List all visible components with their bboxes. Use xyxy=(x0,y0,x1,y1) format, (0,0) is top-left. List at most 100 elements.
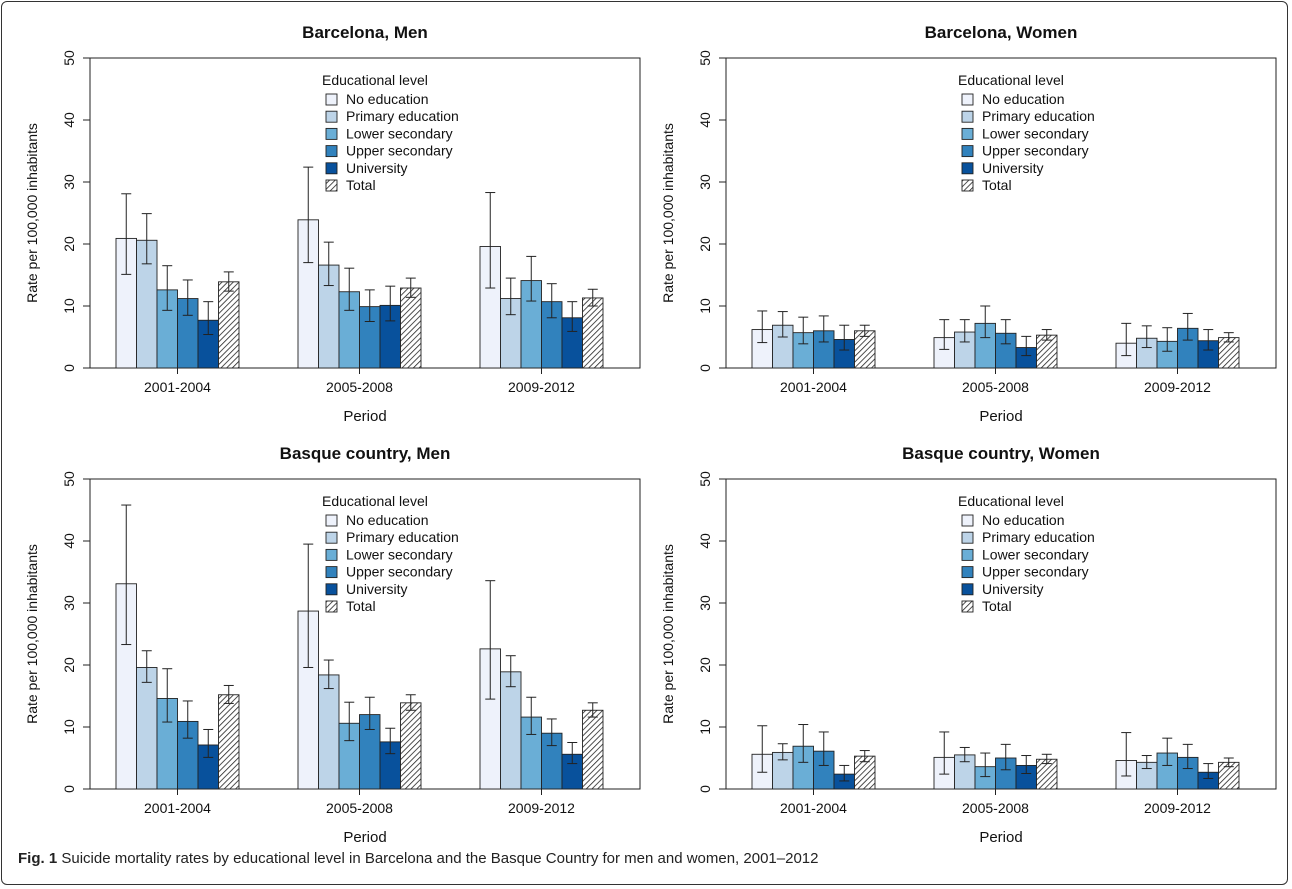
legend-swatch-primary-education xyxy=(961,531,974,544)
chart-panel-4: Basque country, Women 0 10 20 30 40 50 Rate per… xyxy=(660,444,1277,846)
legend-label-upper-secondary: Upper secondary xyxy=(982,143,1089,159)
x-axis-label: Period xyxy=(343,408,386,425)
legend-title: Educational level xyxy=(322,493,428,509)
legend-label-primary-education: Primary education xyxy=(982,529,1095,545)
legend-label-university: University xyxy=(346,160,407,176)
legend-swatch-total xyxy=(961,179,974,192)
legend-swatch-upper-secondary xyxy=(961,145,974,158)
y-tick-label: 10 xyxy=(697,298,713,314)
legend-label-lower-secondary: Lower secondary xyxy=(982,125,1089,141)
y-tick-label: 10 xyxy=(697,719,713,735)
legend-swatch-upper-secondary xyxy=(325,145,338,158)
y-tick-label: 30 xyxy=(61,174,77,190)
bar-total-2005-2008 xyxy=(400,287,422,369)
legend-label-total: Total xyxy=(346,177,376,193)
legend-swatch-lower-secondary xyxy=(325,548,338,561)
bar-total-2005-2008 xyxy=(400,702,422,790)
y-tick-label: 30 xyxy=(61,595,77,611)
bar-primary-education-2001-2004 xyxy=(136,667,158,790)
y-tick-label: 0 xyxy=(61,785,77,793)
legend-swatch-no-education xyxy=(961,93,974,106)
y-tick-label: 30 xyxy=(697,174,713,190)
legend-swatch-total xyxy=(325,179,338,192)
y-tick-label: 20 xyxy=(61,657,77,673)
legend-label-no-education: No education xyxy=(982,512,1065,528)
legend-swatch-primary-education xyxy=(325,531,338,544)
legend-swatch-no-education xyxy=(325,93,338,106)
legend-swatch-total xyxy=(961,600,974,613)
legend-swatch-university xyxy=(961,162,974,175)
legend-title: Educational level xyxy=(958,72,1064,88)
legend-swatch-no-education xyxy=(961,514,974,527)
legend-label-university: University xyxy=(982,581,1043,597)
y-tick-label: 50 xyxy=(697,471,713,487)
x-tick-label: 2001-2004 xyxy=(780,800,847,816)
legend-label-upper-secondary: Upper secondary xyxy=(346,564,453,580)
legend-swatch-lower-secondary xyxy=(325,127,338,140)
legend-label-lower-secondary: Lower secondary xyxy=(346,546,453,562)
legend-label-total: Total xyxy=(982,177,1012,193)
x-tick-label: 2009-2012 xyxy=(508,800,575,816)
x-tick-label: 2009-2012 xyxy=(1144,800,1211,816)
bar-total-2001-2004 xyxy=(218,694,240,790)
x-tick-label: 2001-2004 xyxy=(144,379,211,395)
chart-panel-2: Barcelona, Women 0 10 20 30 40 50 Rate per 100,… xyxy=(660,23,1277,425)
y-tick-label: 10 xyxy=(61,298,77,314)
y-tick-label: 0 xyxy=(697,364,713,372)
x-tick-label: 2001-2004 xyxy=(144,800,211,816)
legend-label-upper-secondary: Upper secondary xyxy=(982,564,1089,580)
y-tick-label: 30 xyxy=(697,595,713,611)
y-axis-label: Rate per 100,000 inhabitants xyxy=(660,123,676,303)
legend-label-upper-secondary: Upper secondary xyxy=(346,143,453,159)
legend-label-lower-secondary: Lower secondary xyxy=(982,546,1089,562)
legend-title: Educational level xyxy=(322,72,428,88)
legend-label-no-education: No education xyxy=(982,91,1065,107)
legend-title: Educational level xyxy=(958,493,1064,509)
legend-label-no-education: No education xyxy=(346,91,429,107)
chart-title: Basque country, Women xyxy=(902,444,1100,463)
chart-panel-3: Basque country, Men 0 10 20 30 40 50 Rate per 1… xyxy=(24,444,641,846)
legend-swatch-total xyxy=(325,600,338,613)
caption-text: Suicide mortality rates by educational l… xyxy=(61,850,819,867)
legend-label-university: University xyxy=(982,160,1043,176)
y-tick-label: 40 xyxy=(697,112,713,128)
legend-label-lower-secondary: Lower secondary xyxy=(346,125,453,141)
x-axis-label: Period xyxy=(979,408,1022,425)
legend-swatch-primary-education xyxy=(961,110,974,123)
y-axis-label: Rate per 100,000 inhabitants xyxy=(24,544,40,724)
y-tick-label: 20 xyxy=(697,236,713,252)
y-axis-label: Rate per 100,000 inhabitants xyxy=(660,544,676,724)
chart-title: Barcelona, Women xyxy=(925,23,1078,42)
y-tick-label: 20 xyxy=(697,657,713,673)
legend-label-total: Total xyxy=(346,598,376,614)
chart-title: Barcelona, Men xyxy=(302,23,428,42)
x-tick-label: 2001-2004 xyxy=(780,379,847,395)
legend-label-primary-education: Primary education xyxy=(346,529,459,545)
chart-title: Basque country, Men xyxy=(280,444,451,463)
legend-swatch-university xyxy=(961,583,974,596)
caption-label: Fig. 1 xyxy=(18,850,58,867)
bar-primary-education-2009-2012 xyxy=(500,671,522,790)
x-tick-label: 2005-2008 xyxy=(962,379,1029,395)
y-tick-label: 50 xyxy=(61,471,77,487)
y-tick-label: 40 xyxy=(61,112,77,128)
y-tick-label: 0 xyxy=(61,364,77,372)
legend-label-university: University xyxy=(346,581,407,597)
x-tick-label: 2009-2012 xyxy=(508,379,575,395)
y-axis-label: Rate per 100,000 inhabitants xyxy=(24,123,40,303)
legend-swatch-university xyxy=(325,162,338,175)
legend-label-no-education: No education xyxy=(346,512,429,528)
legend-label-primary-education: Primary education xyxy=(346,108,459,124)
legend-swatch-university xyxy=(325,583,338,596)
legend-label-primary-education: Primary education xyxy=(982,108,1095,124)
x-tick-label: 2005-2008 xyxy=(326,379,393,395)
y-tick-label: 20 xyxy=(61,236,77,252)
y-tick-label: 40 xyxy=(697,533,713,549)
y-tick-label: 10 xyxy=(61,719,77,735)
y-tick-label: 40 xyxy=(61,533,77,549)
figure-caption: Fig. 1 Suicide mortality rates by educat… xyxy=(18,850,818,867)
bar-primary-education-2005-2008 xyxy=(318,674,340,790)
x-axis-label: Period xyxy=(343,829,386,846)
